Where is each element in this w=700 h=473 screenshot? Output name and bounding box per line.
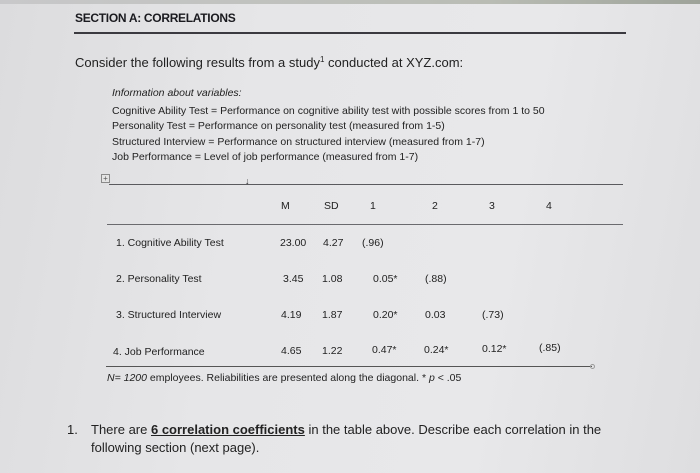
- cell-r1: (.96): [362, 237, 384, 249]
- table-top-border: [109, 184, 623, 185]
- table-note: N= 1200 employees. Reliabilities are pre…: [107, 372, 461, 384]
- footnote-marker: 1: [319, 55, 325, 64]
- cell-r3: (.73): [482, 309, 504, 321]
- section-title: SECTION A: CORRELATIONS: [75, 11, 236, 25]
- variables-info: Information about variables: Cognitive A…: [112, 86, 545, 166]
- col-header-2: 2: [432, 200, 438, 212]
- p-symbol: p: [426, 372, 435, 384]
- row-label: 1. Cognitive Ability Test: [116, 237, 224, 249]
- question-text-after: in the table above. Describe each correl…: [91, 422, 602, 455]
- cell-sd: 1.08: [322, 273, 343, 285]
- table-header-border: [107, 224, 623, 225]
- p-value: < .05: [434, 372, 462, 384]
- question-text: There are 6 correlation coefficients in …: [91, 421, 627, 457]
- cell-mean: 4.19: [281, 309, 302, 321]
- table-move-icon[interactable]: +: [101, 174, 110, 183]
- question-number: 1.: [67, 422, 78, 437]
- cell-r4: (.85): [539, 342, 561, 354]
- table-resize-handle[interactable]: [590, 364, 595, 369]
- table-bottom-border: [106, 366, 592, 367]
- question-text-before: There are: [91, 422, 151, 437]
- question-emphasis: 6 correlation coefficients: [150, 422, 305, 437]
- row-label: 2. Personality Test: [116, 273, 202, 285]
- photo-top-edge: [0, 0, 700, 4]
- cell-r3: 0.12*: [482, 343, 507, 355]
- cell-r1: 0.47*: [372, 344, 397, 356]
- col-header-sd: SD: [324, 200, 339, 212]
- cell-sd: 1.87: [322, 309, 343, 321]
- cell-r2: 0.24*: [424, 344, 449, 356]
- cell-r2: (.88): [425, 273, 447, 285]
- question-1: 1. There are 6 correlation coefficients …: [67, 421, 627, 457]
- cell-mean: 4.65: [281, 345, 302, 357]
- cell-r1: 0.20*: [373, 309, 398, 321]
- col-header-4: 4: [546, 200, 552, 212]
- text-cursor-icon: ↓: [245, 176, 250, 186]
- sample-size: N= 1200: [107, 372, 147, 384]
- variables-info-heading: Information about variables:: [112, 87, 242, 99]
- intro-text-after: conducted at XYZ.com:: [324, 55, 464, 70]
- significance-marker: *: [421, 372, 427, 384]
- row-label: 4. Job Performance: [113, 346, 205, 358]
- note-text: employees. Reliabilities are presented a…: [147, 372, 422, 384]
- cell-r1: 0.05*: [373, 273, 398, 285]
- cell-sd: 4.27: [323, 237, 344, 249]
- cell-sd: 1.22: [322, 345, 343, 357]
- row-label: 3. Structured Interview: [116, 309, 222, 321]
- cell-r2: 0.03: [425, 309, 446, 321]
- cell-mean: 3.45: [283, 273, 304, 285]
- variable-definition: Job Performance = Level of job performan…: [112, 151, 419, 163]
- cell-mean: 23.00: [280, 237, 307, 249]
- variable-definition: Structured Interview = Performance on st…: [112, 135, 485, 148]
- col-header-1: 1: [370, 200, 376, 212]
- intro-paragraph: Consider the following results from a st…: [75, 55, 463, 70]
- col-header-m: M: [281, 200, 290, 212]
- section-divider: [74, 32, 626, 34]
- variable-definition: Cognitive Ability Test = Performance on …: [112, 104, 545, 117]
- intro-text-before: Consider the following results from a st…: [75, 55, 320, 70]
- col-header-3: 3: [489, 200, 495, 212]
- variable-definition: Personality Test = Performance on person…: [112, 120, 445, 132]
